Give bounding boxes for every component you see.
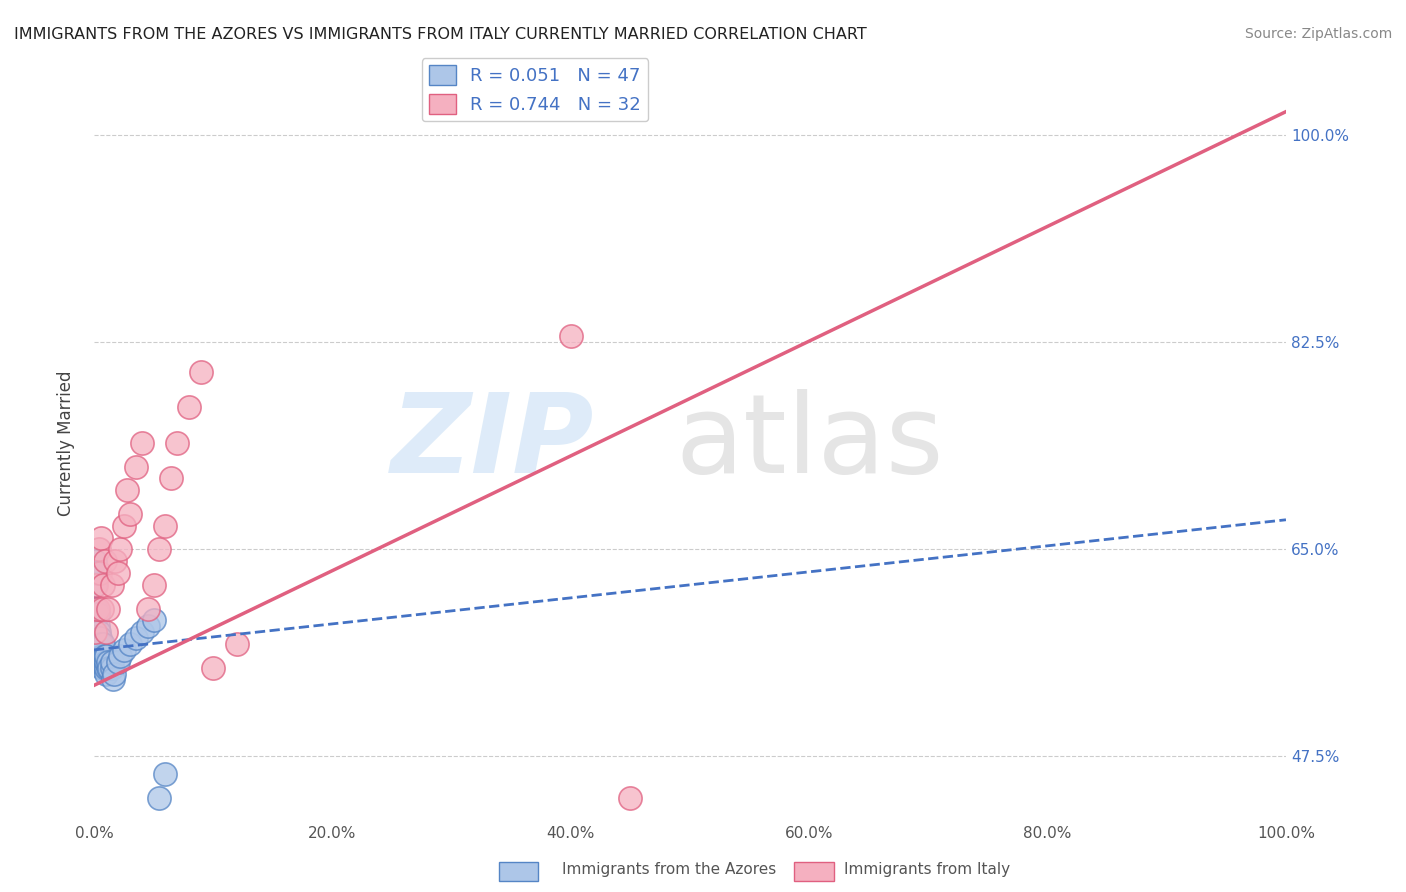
Point xyxy=(160,471,183,485)
Point xyxy=(101,655,124,669)
Point xyxy=(107,655,129,669)
Point xyxy=(202,661,225,675)
Point xyxy=(93,637,115,651)
Point xyxy=(98,661,121,675)
Point xyxy=(93,661,115,675)
Point xyxy=(84,578,107,592)
Point xyxy=(101,673,124,687)
Point xyxy=(142,613,165,627)
Point xyxy=(89,566,111,580)
Text: Immigrants from the Azores: Immigrants from the Azores xyxy=(562,863,776,877)
Point xyxy=(91,601,114,615)
Point xyxy=(148,790,170,805)
Point xyxy=(89,655,111,669)
Point xyxy=(131,436,153,450)
Point xyxy=(90,531,112,545)
Point xyxy=(84,607,107,622)
Point xyxy=(97,601,120,615)
Point xyxy=(90,637,112,651)
Point xyxy=(93,554,115,568)
Point xyxy=(142,578,165,592)
Point xyxy=(118,637,141,651)
Y-axis label: Currently Married: Currently Married xyxy=(58,370,75,516)
Text: atlas: atlas xyxy=(675,390,943,496)
Point xyxy=(104,554,127,568)
Point xyxy=(108,648,131,663)
Point xyxy=(86,643,108,657)
Point xyxy=(226,637,249,651)
Point xyxy=(93,578,115,592)
Point xyxy=(108,542,131,557)
Point xyxy=(107,566,129,580)
Point xyxy=(112,643,135,657)
Point xyxy=(91,661,114,675)
Point xyxy=(84,625,107,640)
Text: Source: ZipAtlas.com: Source: ZipAtlas.com xyxy=(1244,27,1392,41)
Point xyxy=(101,661,124,675)
Point xyxy=(101,578,124,592)
Point xyxy=(166,436,188,450)
Point xyxy=(86,625,108,640)
Point xyxy=(136,601,159,615)
Point xyxy=(93,648,115,663)
Point xyxy=(103,666,125,681)
Point xyxy=(155,767,177,781)
Point xyxy=(87,648,110,663)
Point xyxy=(190,365,212,379)
Point xyxy=(94,661,117,675)
Point xyxy=(86,607,108,622)
Point xyxy=(94,666,117,681)
Point xyxy=(90,648,112,663)
Point xyxy=(94,655,117,669)
Point xyxy=(87,637,110,651)
Point xyxy=(97,661,120,675)
Point xyxy=(91,648,114,663)
Point xyxy=(90,655,112,669)
Point xyxy=(97,655,120,669)
Legend: R = 0.051   N = 47, R = 0.744   N = 32: R = 0.051 N = 47, R = 0.744 N = 32 xyxy=(422,58,648,121)
Point xyxy=(619,790,641,805)
Point xyxy=(86,631,108,645)
Point xyxy=(112,518,135,533)
Point xyxy=(136,619,159,633)
Point xyxy=(124,631,146,645)
Point xyxy=(89,631,111,645)
Text: Immigrants from Italy: Immigrants from Italy xyxy=(844,863,1010,877)
Point xyxy=(87,542,110,557)
Point xyxy=(93,655,115,669)
Point xyxy=(86,578,108,592)
Point xyxy=(86,601,108,615)
Point xyxy=(94,648,117,663)
Point xyxy=(131,625,153,640)
Point xyxy=(94,625,117,640)
Point xyxy=(86,619,108,633)
Point xyxy=(93,648,115,663)
Point xyxy=(118,507,141,521)
Text: IMMIGRANTS FROM THE AZORES VS IMMIGRANTS FROM ITALY CURRENTLY MARRIED CORRELATIO: IMMIGRANTS FROM THE AZORES VS IMMIGRANTS… xyxy=(14,27,868,42)
Text: ZIP: ZIP xyxy=(391,390,595,496)
Point xyxy=(86,566,108,580)
Point xyxy=(560,329,582,343)
Point xyxy=(155,518,177,533)
Point xyxy=(86,601,108,615)
Point xyxy=(84,554,107,568)
Point xyxy=(117,483,139,498)
Point xyxy=(179,401,201,415)
Point xyxy=(89,643,111,657)
Point xyxy=(87,625,110,640)
Point xyxy=(148,542,170,557)
Point xyxy=(124,459,146,474)
